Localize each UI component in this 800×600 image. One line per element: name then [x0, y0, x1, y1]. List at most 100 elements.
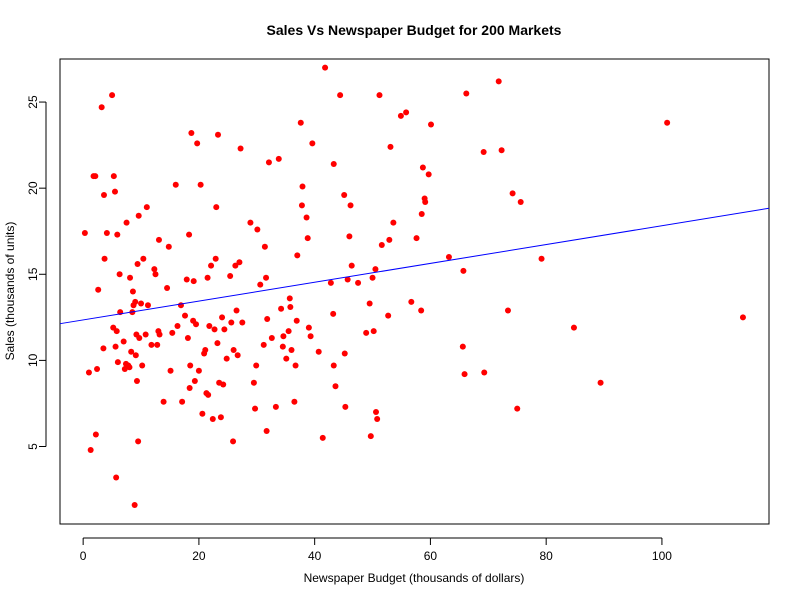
x-axis: 0 20 40 60 80 100: [80, 537, 672, 563]
data-point: [116, 271, 123, 278]
data-point: [228, 319, 235, 326]
data-point: [319, 434, 326, 441]
data-point: [140, 255, 147, 262]
data-point: [372, 266, 379, 273]
data-point: [209, 415, 216, 422]
data-point: [283, 355, 290, 362]
data-point: [87, 446, 94, 453]
data-point: [376, 92, 383, 99]
data-point: [304, 235, 311, 242]
data-point: [197, 181, 204, 188]
data-point: [739, 314, 746, 321]
data-point: [275, 155, 282, 162]
data-point: [369, 274, 376, 281]
data-point: [387, 143, 394, 150]
data-point: [236, 259, 243, 266]
data-point: [341, 350, 348, 357]
data-point: [413, 235, 420, 242]
data-point: [94, 366, 101, 372]
data-point: [233, 307, 240, 314]
data-point: [305, 324, 312, 331]
data-point: [187, 362, 194, 369]
data-point: [232, 262, 239, 269]
data-point: [131, 502, 138, 509]
data-point: [109, 92, 116, 99]
data-point: [138, 300, 145, 307]
data-point: [133, 378, 140, 385]
data-point: [155, 236, 162, 243]
data-point: [294, 252, 301, 259]
data-point: [418, 211, 425, 217]
data-point: [113, 474, 120, 481]
data-point: [113, 328, 120, 335]
data-point: [98, 104, 105, 111]
data-point: [172, 181, 179, 188]
data-point: [261, 243, 268, 250]
data-point: [234, 352, 241, 359]
data-point: [480, 149, 487, 155]
data-point: [136, 335, 143, 341]
data-point: [183, 276, 190, 283]
data-point: [129, 288, 136, 295]
data-point: [514, 405, 521, 412]
data-point: [332, 383, 339, 390]
data-point: [348, 262, 355, 269]
data-point: [167, 367, 174, 374]
data-point: [279, 343, 286, 350]
data-point: [128, 348, 135, 355]
data-point: [184, 335, 191, 341]
data-point: [330, 362, 337, 369]
data-point: [445, 254, 452, 261]
chart-title: Sales Vs Newspaper Budget for 200 Market…: [267, 22, 562, 38]
data-point: [481, 369, 488, 376]
data-point: [538, 255, 545, 262]
data-point: [144, 302, 151, 309]
data-point: [156, 331, 163, 338]
data-point: [260, 341, 267, 348]
x-tick-label: 80: [539, 549, 553, 563]
data-point: [309, 140, 316, 147]
x-tick-label: 60: [424, 549, 438, 563]
data-point: [182, 312, 189, 319]
data-point: [403, 109, 410, 116]
data-point: [597, 379, 604, 386]
data-point: [206, 322, 213, 329]
data-point: [103, 229, 110, 236]
data-point: [397, 112, 404, 119]
data-point: [208, 262, 215, 269]
data-point: [370, 328, 377, 335]
data-point: [378, 242, 385, 248]
data-point: [134, 260, 141, 267]
data-point: [214, 340, 221, 347]
data-point: [293, 317, 300, 324]
data-point: [347, 202, 354, 209]
data-point: [217, 414, 224, 421]
data-point: [298, 202, 305, 209]
data-point: [341, 192, 348, 199]
data-point: [363, 329, 370, 336]
data-point: [213, 204, 220, 211]
data-point: [154, 341, 161, 348]
data-point: [373, 409, 380, 416]
data-point: [286, 295, 293, 302]
data-point: [220, 381, 227, 388]
data-point: [223, 355, 230, 362]
y-axis: 5 10 15 20 25: [26, 95, 47, 450]
data-point: [292, 362, 299, 369]
data-point: [190, 278, 197, 285]
data-point: [126, 364, 133, 371]
data-point: [288, 347, 295, 354]
data-point: [227, 273, 234, 279]
data-point: [132, 298, 139, 305]
data-point: [419, 164, 426, 171]
y-tick-label: 25: [26, 95, 40, 109]
data-point: [272, 403, 279, 410]
data-point: [252, 405, 259, 412]
data-point: [425, 171, 432, 178]
x-axis-label: Newspaper Budget (thousands of dollars): [304, 571, 525, 585]
data-point: [164, 285, 171, 292]
data-point: [230, 347, 237, 354]
data-point: [427, 121, 434, 128]
data-point: [193, 321, 200, 328]
data-point: [123, 219, 130, 226]
